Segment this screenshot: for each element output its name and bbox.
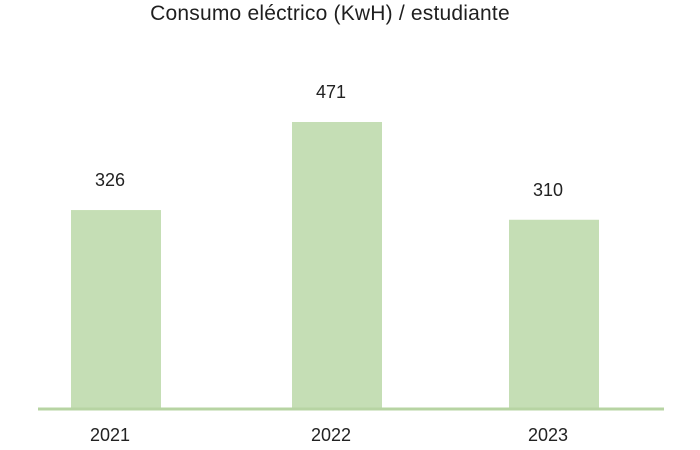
bars-layer: [71, 122, 599, 408]
x-tick-label-2022: 2022: [311, 425, 351, 445]
data-label-2021: 326: [95, 170, 125, 190]
data-label-2022: 471: [316, 82, 346, 102]
bar-2023: [509, 219, 599, 408]
chart-title: Consumo eléctrico (KwH) / estudiante: [150, 2, 510, 25]
bar-2021: [71, 210, 161, 408]
data-label-2023: 310: [533, 180, 563, 200]
labels-layer: 326 2021 471 2022 310 2023: [90, 82, 568, 445]
x-tick-label-2023: 2023: [528, 425, 568, 445]
x-tick-label-2021: 2021: [90, 425, 130, 445]
bar-2022: [292, 122, 382, 408]
